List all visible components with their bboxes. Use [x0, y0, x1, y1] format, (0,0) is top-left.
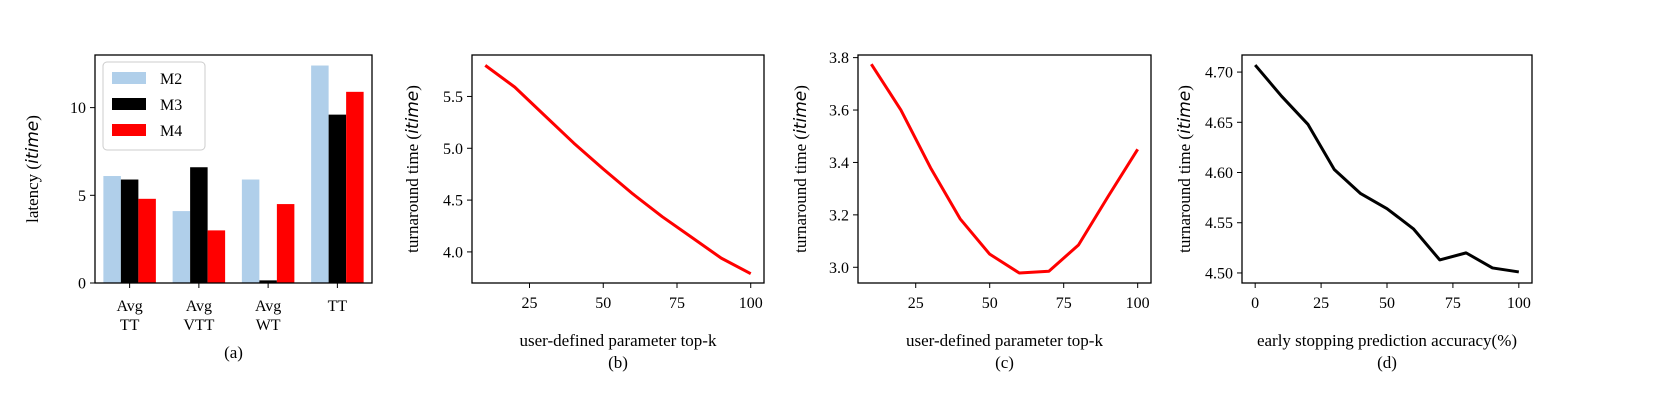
y-tick-label: 3.6 [829, 103, 849, 120]
panel-caption: (d) [1377, 353, 1397, 372]
x-tick-label: 50 [1379, 295, 1395, 312]
bar-m4 [346, 91, 364, 283]
legend-label-m2: M2 [160, 71, 182, 88]
series-line [870, 63, 1139, 275]
y-tick-label: 4.65 [1205, 115, 1233, 132]
legend-swatch-m4 [112, 124, 146, 136]
x-tick-label: VTT [183, 317, 214, 334]
x-tick-label: WT [256, 317, 281, 334]
x-tick-label: 75 [669, 295, 685, 312]
y-tick-label: 4.5 [443, 193, 463, 210]
x-tick-label: Avg [255, 298, 281, 315]
bar-m4 [207, 230, 226, 283]
y-tick-label: 3.2 [829, 207, 849, 224]
x-tick-label: TT [328, 298, 348, 315]
panel-caption: (c) [995, 353, 1014, 372]
bar-m3 [259, 280, 277, 283]
y-tick-label: 4.55 [1205, 215, 1233, 232]
x-tick-label: 25 [1313, 295, 1329, 312]
bar-m3 [190, 167, 208, 283]
x-tick-label: 75 [1056, 295, 1072, 312]
y-tick-label: 4.60 [1205, 165, 1233, 182]
x-tick-label: 50 [982, 295, 998, 312]
bar-m4 [138, 198, 156, 283]
plot-frame [471, 54, 765, 284]
y-tick-label: 3.0 [829, 260, 849, 277]
legend-label-m3: M3 [160, 97, 182, 114]
y-tick-label: 4.0 [443, 244, 463, 261]
panel-caption: (b) [608, 353, 628, 372]
x-tick-label: 50 [595, 295, 611, 312]
series-line [1254, 64, 1520, 274]
y-tick-label: 0 [78, 276, 86, 293]
y-tick-label: 4.50 [1205, 265, 1233, 282]
bar-m4 [276, 204, 295, 283]
panel-c-line-chart: 3.0 3.2 3.4 3.6 3.8 25 50 75 100 turnaround time … [791, 50, 1152, 372]
x-axis-label: user-defined parameter top-k [906, 331, 1103, 350]
y-axis-label: turnaround time (itime) [403, 85, 423, 253]
legend-swatch-m3 [112, 98, 146, 110]
x-tick-label: 0 [1251, 295, 1259, 312]
y-axis-label: turnaround time (itime) [791, 85, 811, 253]
legend: M2 M3 M4 [102, 61, 206, 151]
x-axis-label: early stopping prediction accuracy(%) [1257, 331, 1517, 350]
panel-b-line-chart: 4.0 4.5 5.0 5.5 25 50 75 100 turnaround time (it… [403, 54, 765, 372]
plot-frame [94, 54, 373, 284]
x-tick-label: 75 [1445, 295, 1461, 312]
y-tick-label: 5 [78, 188, 86, 205]
y-tick-label: 10 [70, 100, 86, 117]
bar-m3 [120, 179, 139, 283]
y-tick-label: 3.8 [829, 50, 849, 67]
bar-m2 [103, 176, 121, 283]
panel-d-line-chart: 4.50 4.55 4.60 4.65 4.70 0 25 50 75 100 turnaround… [1175, 54, 1533, 372]
x-axis-label: user-defined parameter top-k [520, 331, 717, 350]
x-tick-label: TT [120, 317, 140, 334]
y-tick-label: 4.70 [1205, 65, 1233, 82]
bar-m3 [328, 114, 347, 283]
plot-frame [857, 54, 1152, 284]
bar-m2 [241, 179, 260, 283]
x-tick-label: 25 [908, 295, 924, 312]
x-tick-label: 100 [739, 295, 763, 312]
plot-frame [1241, 54, 1533, 284]
x-tick-label: Avg [186, 298, 212, 315]
panel-caption: (a) [224, 343, 243, 362]
x-tick-label: 25 [522, 295, 538, 312]
x-tick-label: Avg [116, 298, 142, 315]
y-tick-label: 5.0 [443, 141, 463, 158]
series-line [484, 64, 752, 275]
y-tick-label: 5.5 [443, 89, 463, 106]
legend-label-m4: M4 [160, 123, 182, 140]
x-tick-label: 100 [1126, 295, 1150, 312]
y-tick-label: 3.4 [829, 155, 849, 172]
bar-m2 [311, 65, 329, 284]
x-tick-label: 100 [1507, 295, 1531, 312]
bar-m2 [172, 211, 191, 283]
legend-swatch-m2 [112, 72, 146, 84]
y-axis-label: turnaround time (itime) [1175, 85, 1195, 253]
y-axis-label: latency (itime) [23, 115, 43, 223]
